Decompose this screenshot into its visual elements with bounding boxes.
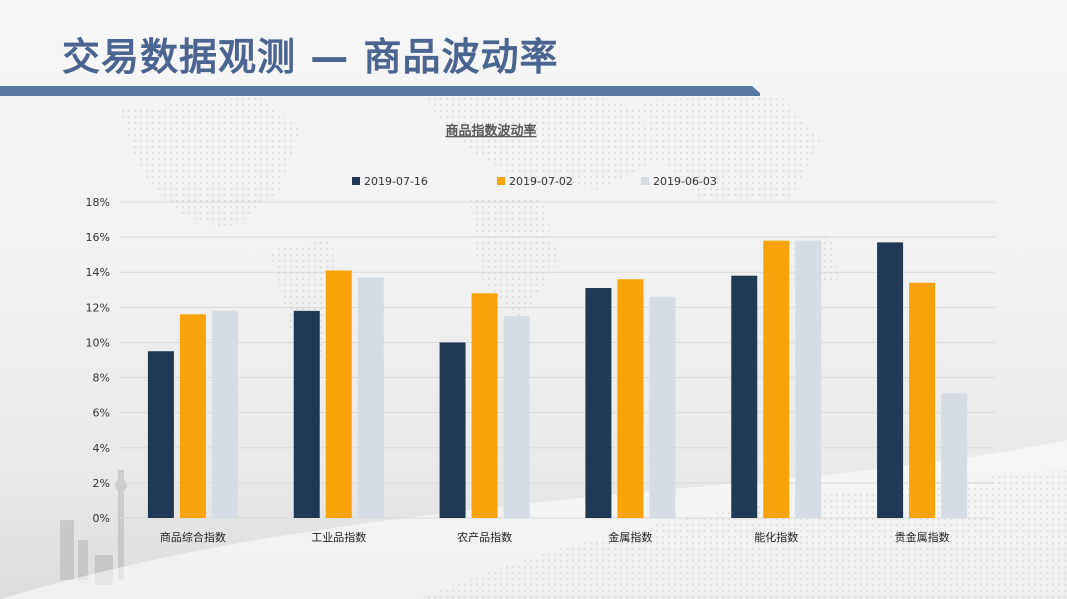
x-tick-label: 农产品指数 bbox=[457, 530, 512, 544]
bar-2019-07-16-能化指数 bbox=[731, 275, 758, 518]
y-tick-label: 8% bbox=[93, 372, 110, 385]
bar-2019-07-02-贵金属指数 bbox=[909, 282, 936, 518]
world-map-decoration bbox=[120, 85, 840, 360]
bar-2019-06-03-贵金属指数 bbox=[941, 393, 968, 518]
bar-2019-07-16-工业品指数 bbox=[293, 310, 320, 518]
x-axis: 商品综合指数 工业品指数 农产品指数 金属指数 能化指数 贵金属指数 bbox=[160, 530, 950, 544]
title-accent-bar bbox=[0, 86, 760, 96]
y-tick-label: 18% bbox=[86, 196, 110, 209]
legend-label: 2019-07-02 bbox=[509, 175, 573, 188]
chart-grid bbox=[120, 201, 995, 519]
legend-label: 2019-06-03 bbox=[653, 175, 717, 188]
bars bbox=[147, 240, 968, 518]
x-tick-label: 工业品指数 bbox=[311, 530, 366, 544]
dotted-wave-decoration bbox=[420, 470, 1067, 599]
y-tick-label: 10% bbox=[86, 336, 110, 349]
legend-swatch bbox=[497, 177, 505, 185]
chart-legend: 2019-07-16 2019-07-02 2019-06-03 bbox=[352, 175, 717, 188]
bar-2019-07-16-贵金属指数 bbox=[877, 242, 904, 518]
bar-2019-07-16-商品综合指数 bbox=[147, 351, 174, 518]
chart-title: 商品指数波动率 bbox=[445, 123, 536, 139]
bar-2019-06-03-商品综合指数 bbox=[211, 310, 238, 518]
y-tick-label: 14% bbox=[86, 266, 110, 279]
y-tick-label: 0% bbox=[93, 512, 110, 525]
bar-2019-06-03-金属指数 bbox=[649, 296, 676, 518]
page-title: 交易数据观测 — 商品波动率 bbox=[62, 35, 559, 79]
bar-2019-07-02-能化指数 bbox=[763, 240, 790, 518]
bar-2019-07-16-农产品指数 bbox=[439, 342, 466, 518]
y-tick-label: 12% bbox=[86, 301, 110, 314]
x-tick-label: 能化指数 bbox=[754, 530, 798, 544]
x-tick-label: 贵金属指数 bbox=[895, 530, 950, 544]
y-tick-label: 6% bbox=[93, 407, 110, 420]
bar-2019-07-02-金属指数 bbox=[617, 279, 644, 518]
bar-2019-07-02-工业品指数 bbox=[325, 270, 352, 518]
y-tick-label: 16% bbox=[86, 231, 110, 244]
y-tick-label: 4% bbox=[93, 442, 110, 455]
y-axis: 0% 2% 4% 6% 8% 10% 12% 14% 16% 18% bbox=[86, 196, 110, 525]
y-tick-label: 2% bbox=[93, 477, 110, 490]
x-tick-label: 金属指数 bbox=[608, 530, 652, 544]
bar-2019-07-02-商品综合指数 bbox=[179, 314, 206, 518]
bar-2019-06-03-能化指数 bbox=[795, 240, 822, 518]
x-tick-label: 商品综合指数 bbox=[160, 530, 226, 544]
legend-swatch bbox=[641, 177, 649, 185]
legend-swatch bbox=[352, 177, 360, 185]
bar-2019-07-16-金属指数 bbox=[585, 288, 612, 518]
bar-2019-06-03-农产品指数 bbox=[503, 316, 530, 518]
bar-2019-06-03-工业品指数 bbox=[357, 277, 384, 518]
legend-label: 2019-07-16 bbox=[364, 175, 428, 188]
bar-2019-07-02-农产品指数 bbox=[471, 293, 498, 518]
